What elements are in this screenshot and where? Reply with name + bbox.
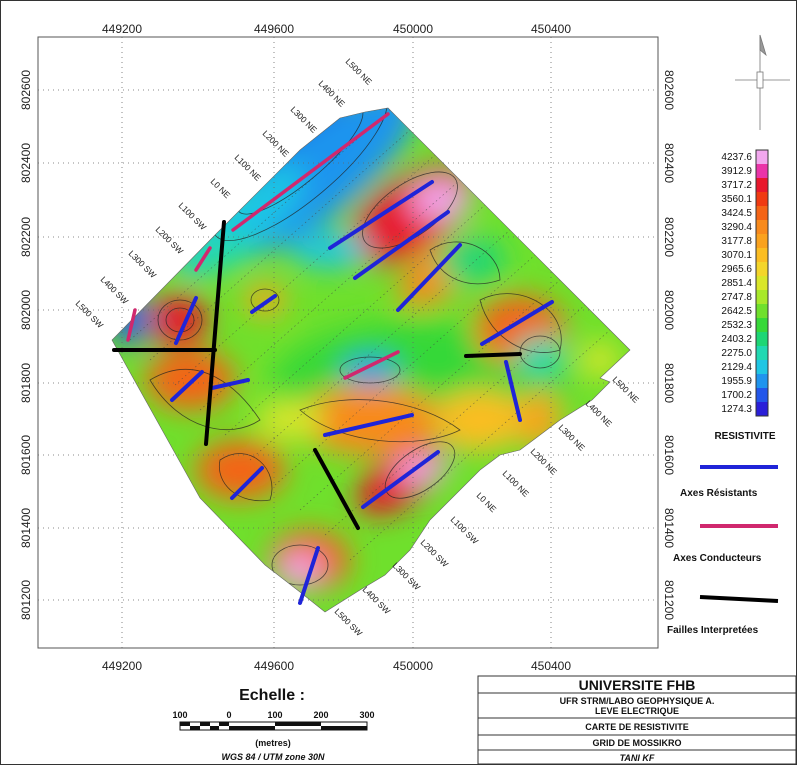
lab-line-2: LEVE ELECTRIQUE xyxy=(595,706,679,716)
colorbar-swatch xyxy=(756,192,768,206)
y-tick-label: 801200 xyxy=(662,580,676,620)
colorbar-swatch xyxy=(756,234,768,248)
colorbar-value: 2403.2 xyxy=(721,334,752,345)
legend-label: Axes Conducteurs xyxy=(673,553,762,564)
scale-label: 0 xyxy=(226,710,231,720)
colorbar-value: 3177.8 xyxy=(721,236,752,247)
projection-label: WGS 84 / UTM zone 30N xyxy=(221,752,325,762)
survey-outline xyxy=(111,107,631,613)
university-name: UNIVERSITE FHB xyxy=(579,677,696,693)
colorbar-swatch xyxy=(756,276,768,290)
legend: Axes Résistants Axes Conducteurs Failles… xyxy=(667,465,779,636)
colorbar-swatch xyxy=(756,402,768,416)
x-tick-label: 450000 xyxy=(393,659,433,673)
colorbar-swatch xyxy=(756,206,768,220)
y-tick-label: 801600 xyxy=(662,435,676,475)
colorbar-swatch xyxy=(756,262,768,276)
y-tick-label: 802000 xyxy=(19,290,33,330)
author: TANI KF xyxy=(620,753,655,763)
colorbar-value: 2275.0 xyxy=(721,348,752,359)
colorbar-swatch xyxy=(756,318,768,332)
x-tick-label: 449600 xyxy=(254,22,294,36)
y-axis-left: 802600 802400 802200 802000 801800 80160… xyxy=(19,70,33,620)
colorbar-swatch xyxy=(756,290,768,304)
y-tick-label: 801200 xyxy=(19,580,33,620)
legend-label: Axes Résistants xyxy=(680,488,758,499)
y-tick-label: 802400 xyxy=(19,143,33,183)
colorbar-value: 3070.1 xyxy=(721,250,752,261)
x-tick-label: 449200 xyxy=(102,659,142,673)
legend-swatch-fault xyxy=(699,595,779,603)
colorbar-swatch xyxy=(756,346,768,360)
colorbar-value: 3424.5 xyxy=(721,208,752,219)
scale-label: 200 xyxy=(313,710,328,720)
y-tick-label: 802600 xyxy=(19,70,33,110)
colorbar-value: 1274.3 xyxy=(721,404,752,415)
scale-label: 100 xyxy=(172,710,187,720)
y-tick-label: 802000 xyxy=(662,290,676,330)
scale-unit: (metres) xyxy=(255,738,291,748)
colorbar-value: 2642.5 xyxy=(721,306,752,317)
colorbar-value: 2965.6 xyxy=(721,264,752,275)
y-tick-label: 802400 xyxy=(662,143,676,183)
colorbar-value: 3560.1 xyxy=(721,194,752,205)
x-axis-bottom: 449200 449600 450000 450400 xyxy=(102,659,571,673)
y-axis-right: 802600 802400 802200 802000 801800 80160… xyxy=(662,70,676,620)
colorbar-value: 2532.3 xyxy=(721,320,752,331)
conductive-axes xyxy=(126,112,400,380)
title-block: UNIVERSITE FHB UFR STRM/LABO GEOPHYSIQUE… xyxy=(477,675,797,765)
colorbar-value: 1700.2 xyxy=(721,390,752,401)
colorbar-value: 4237.6 xyxy=(721,152,752,163)
north-arrow xyxy=(735,34,790,130)
grid-name: GRID DE MOSSIKRO xyxy=(592,738,681,748)
x-tick-label: 450000 xyxy=(393,22,433,36)
colorbar-swatch xyxy=(756,178,768,192)
interpreted-faults xyxy=(112,220,522,530)
colorbar-value: 3717.2 xyxy=(721,180,752,191)
y-tick-label: 801800 xyxy=(662,363,676,403)
x-tick-label: 450400 xyxy=(531,659,571,673)
scale-bar: Echelle : 100 0 100 200 300 (metres) WGS… xyxy=(172,687,374,762)
coordinate-grid xyxy=(38,37,658,648)
x-tick-label: 449200 xyxy=(102,22,142,36)
y-tick-label: 802600 xyxy=(662,70,676,110)
colorbar-swatch xyxy=(756,248,768,262)
colorbar-swatch xyxy=(756,220,768,234)
colorbar-swatch xyxy=(756,374,768,388)
resistant-axes xyxy=(170,180,554,605)
lab-line-1: UFR STRM/LABO GEOPHYSIQUE A. xyxy=(560,696,715,706)
scale-title: Echelle : xyxy=(239,687,305,704)
colorbar-swatch xyxy=(756,304,768,318)
colorbar-value: 3912.9 xyxy=(721,166,752,177)
scale-label: 100 xyxy=(267,710,282,720)
legend-label: Failles Interpretées xyxy=(667,625,759,636)
colorbar-value: 1955.9 xyxy=(721,376,752,387)
y-tick-label: 802200 xyxy=(19,217,33,257)
colorbar-swatch xyxy=(756,388,768,402)
scale-label: 300 xyxy=(359,710,374,720)
colorbar-swatch xyxy=(756,150,768,164)
colorbar-swatch xyxy=(756,164,768,178)
colorbar-frame xyxy=(755,149,769,417)
colorbar-swatch xyxy=(756,360,768,374)
colorbar: 4237.6 3912.9 3717.2 3560.1 3424.5 3290.4 3177… xyxy=(721,149,769,417)
colorbar-value: 3290.4 xyxy=(721,222,752,233)
y-tick-label: 801400 xyxy=(19,508,33,548)
x-axis-top: 449200 449600 450000 450400 xyxy=(102,22,571,36)
colorbar-title: RESISTIVITE xyxy=(714,431,775,442)
y-tick-label: 801800 xyxy=(19,363,33,403)
colorbar-value: 2129.4 xyxy=(721,362,752,373)
x-tick-label: 450400 xyxy=(531,22,571,36)
y-tick-label: 801400 xyxy=(662,508,676,548)
colorbar-swatch xyxy=(756,332,768,346)
colorbar-value: 2747.8 xyxy=(721,292,752,303)
map-title: CARTE DE RESISTIVITE xyxy=(585,722,689,732)
colorbar-value: 2851.4 xyxy=(721,278,752,289)
x-tick-label: 449600 xyxy=(254,659,294,673)
y-tick-label: 802200 xyxy=(662,217,676,257)
y-tick-label: 801600 xyxy=(19,435,33,475)
